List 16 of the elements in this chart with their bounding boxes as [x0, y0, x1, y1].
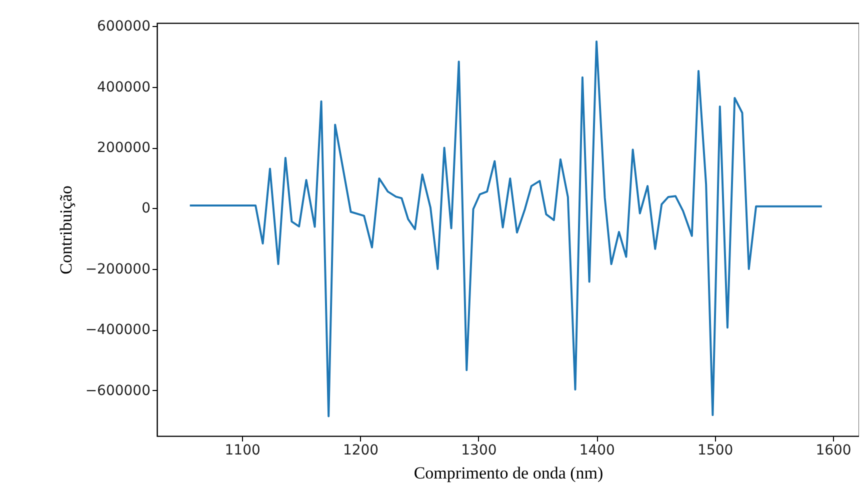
- x-tick-label: 1600: [816, 442, 852, 458]
- y-tick-label: −200000: [85, 261, 150, 278]
- x-tick-label: 1400: [579, 442, 615, 458]
- x-tick-label: 1100: [224, 442, 260, 458]
- y-tick-label: −400000: [85, 322, 150, 338]
- x-tick-label: 1500: [698, 442, 734, 458]
- x-tick-label: 1200: [342, 442, 379, 458]
- line-series: [188, 40, 823, 418]
- y-axis-title: Contribuição: [56, 186, 76, 274]
- y-tick-label: −600000: [85, 382, 150, 399]
- y-tick-label: 200000: [97, 140, 150, 156]
- x-tick-label: 1300: [461, 442, 497, 458]
- y-tick-label: 0: [142, 200, 150, 217]
- x-axis-title: Comprimento de onda (nm): [414, 464, 604, 482]
- y-tick-label: 400000: [97, 79, 150, 96]
- y-tick-label: 600000: [97, 18, 150, 35]
